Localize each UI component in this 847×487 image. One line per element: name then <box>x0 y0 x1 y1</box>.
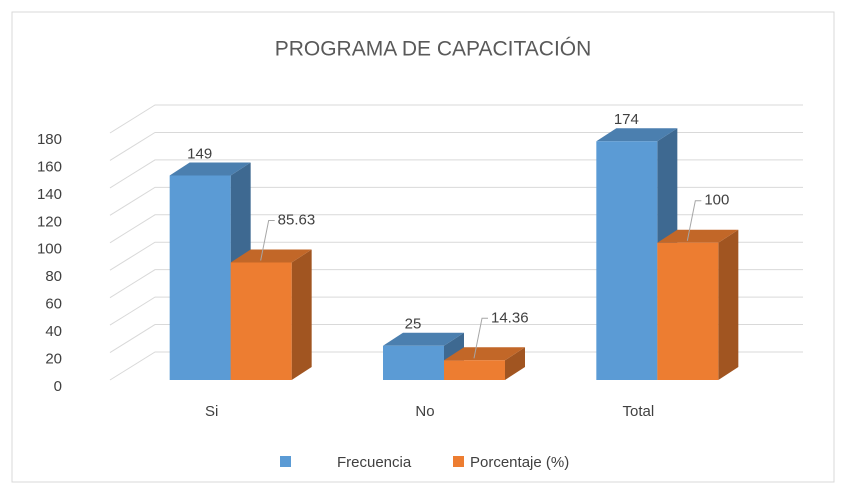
bar-top <box>383 332 464 346</box>
grid-line <box>109 351 803 381</box>
legend-label: Frecuencia <box>337 454 412 471</box>
grid-line <box>109 296 803 326</box>
bar-front <box>596 141 658 380</box>
y-tick-label: 40 <box>45 323 62 340</box>
y-tick-label: 120 <box>37 213 62 230</box>
bar-front <box>169 175 231 380</box>
grid-line <box>109 269 803 299</box>
y-tick-label: 20 <box>45 351 62 368</box>
bar-side <box>291 249 312 380</box>
data-label: 100 <box>704 192 729 209</box>
grid-line <box>109 324 803 353</box>
grid-line <box>109 131 803 161</box>
y-tick-label: 0 <box>54 378 62 395</box>
grid-line <box>109 159 803 189</box>
x-tick-label: No <box>415 403 434 420</box>
data-label: 14.36 <box>491 309 529 326</box>
x-tick-label: Si <box>205 403 218 420</box>
chart-title: PROGRAMA DE CAPACITACIÓN <box>275 38 592 61</box>
leader-line <box>260 219 275 261</box>
y-tick-label: 160 <box>37 158 62 175</box>
bar-top <box>657 229 739 243</box>
bar <box>230 249 312 380</box>
bar-top <box>169 162 251 176</box>
bar <box>444 347 525 380</box>
y-tick-label: 100 <box>37 241 62 258</box>
bar <box>657 229 739 380</box>
grid-line <box>109 241 803 271</box>
y-tick-label: 180 <box>37 131 62 148</box>
data-label: 174 <box>614 111 639 128</box>
bar-front <box>230 262 292 380</box>
legend-swatch <box>453 456 464 467</box>
data-label: 85.63 <box>278 211 316 228</box>
bar-front <box>444 360 505 380</box>
x-tick-label: Total <box>622 403 654 420</box>
y-tick-label: 80 <box>45 268 62 285</box>
bar-front <box>657 242 719 380</box>
y-tick-label: 140 <box>37 186 62 203</box>
y-tick-label: 60 <box>45 296 62 313</box>
bar-top <box>444 347 525 361</box>
grid-line <box>109 186 803 216</box>
legend-label: Porcentaje (%) <box>470 454 569 471</box>
legend-swatch <box>280 456 291 467</box>
grid-line <box>109 104 803 134</box>
data-label: 149 <box>187 146 212 163</box>
bar-side <box>718 229 739 380</box>
leader-line <box>473 317 488 359</box>
leader-line <box>686 200 702 241</box>
bar-front <box>383 345 444 380</box>
data-label: 25 <box>405 316 422 333</box>
grid-line <box>109 214 803 244</box>
bar-top <box>230 249 312 263</box>
bar-side <box>505 347 525 380</box>
bar-top <box>596 128 678 142</box>
